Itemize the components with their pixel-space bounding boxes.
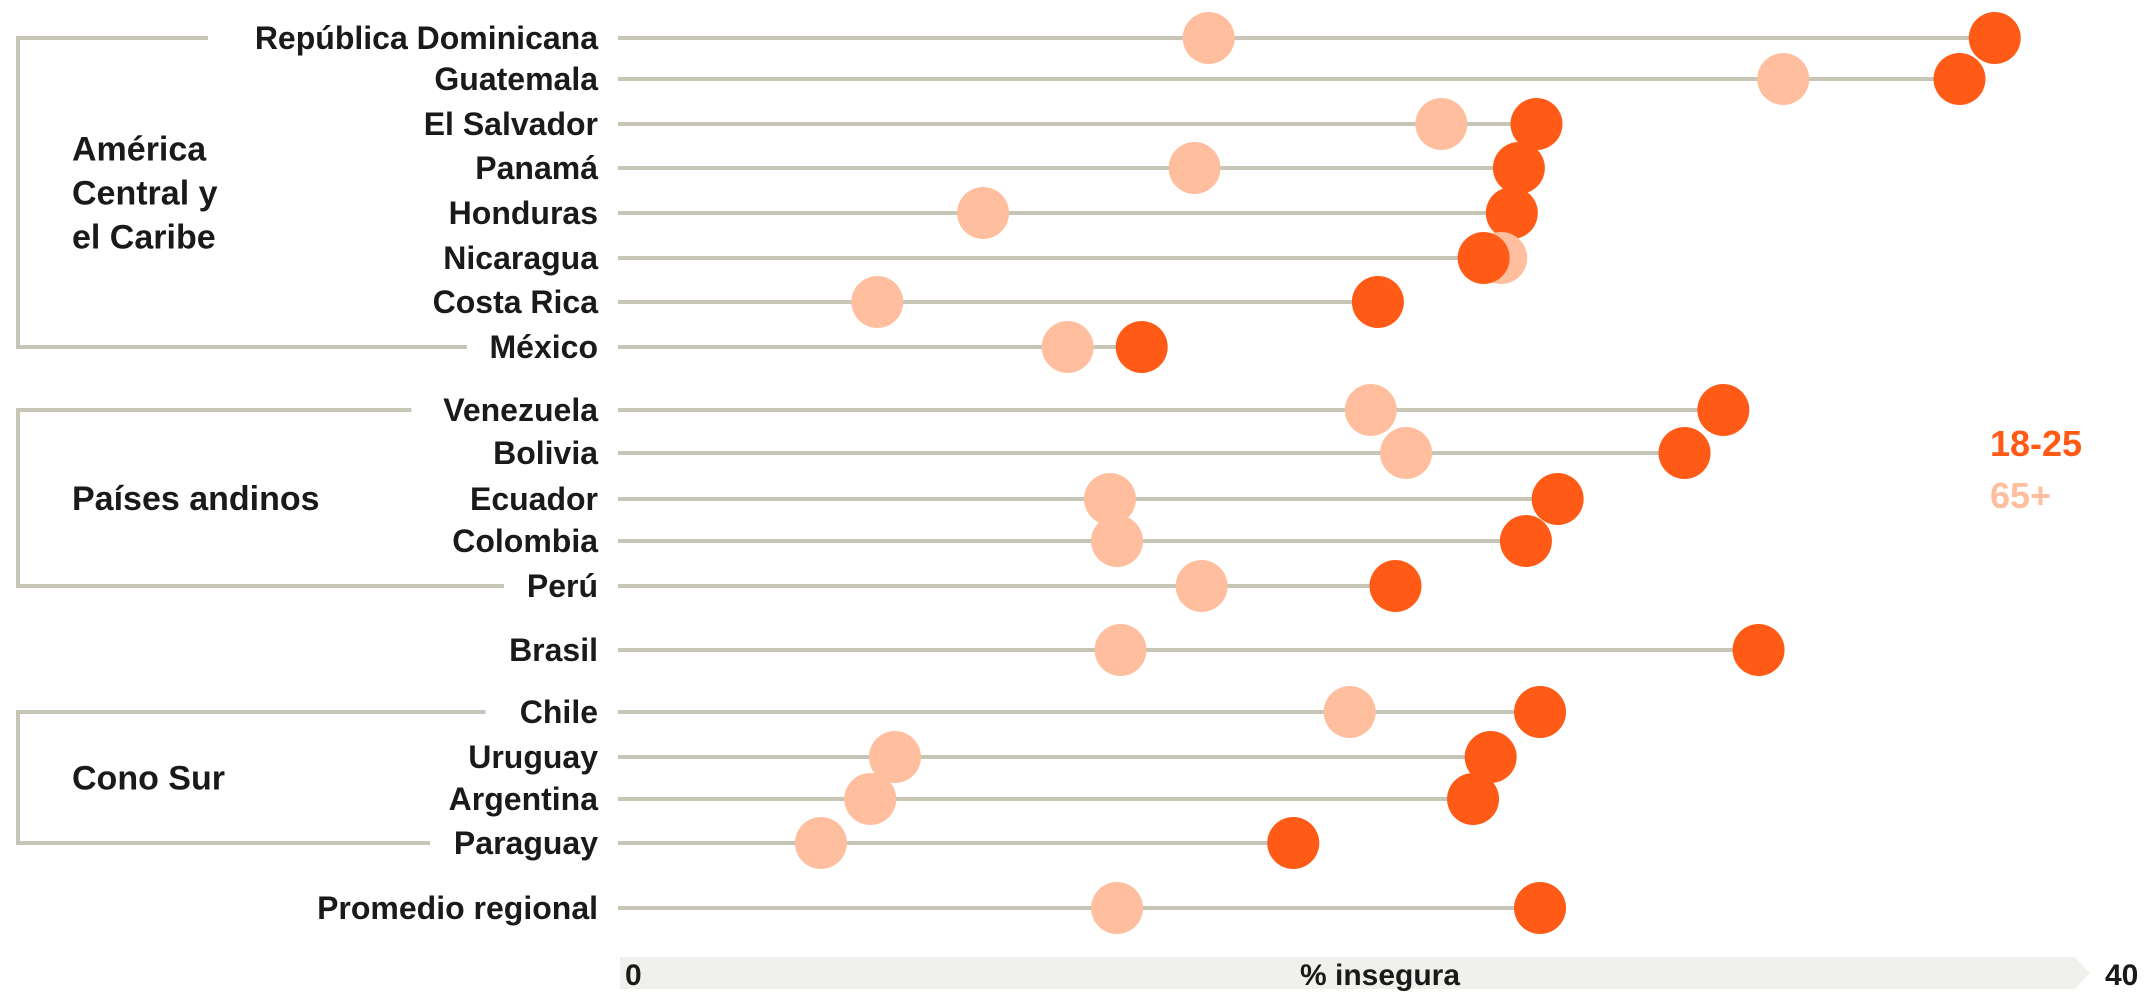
country-label-paraguay: Paraguay — [454, 825, 598, 861]
x-tick-min: 0 — [625, 959, 642, 992]
dot-65-plus-guatemala — [1757, 53, 1810, 105]
row-brasil: Brasil — [509, 624, 1785, 676]
country-label-nicaragua: Nicaragua — [443, 240, 598, 276]
row-republica-dominicana: República Dominicana — [255, 12, 2021, 64]
group-label-paises-andinos-line-1: Países andinos — [72, 480, 320, 518]
dot-18-25-bolivia — [1658, 427, 1711, 479]
group-label-cono-sur-line-1: Cono Sur — [72, 760, 225, 798]
group-bracket-cono-sur — [16, 710, 486, 845]
row-nicaragua: Nicaragua — [443, 232, 1528, 284]
row-peru: Perú — [527, 560, 1422, 612]
row-costa-rica: Costa Rica — [433, 276, 1404, 328]
country-label-ecuador: Ecuador — [470, 481, 598, 517]
row-promedio-regional: Promedio regional — [317, 882, 1567, 934]
dot-65-plus-honduras — [957, 187, 1010, 239]
dot-65-plus-mexico — [1041, 321, 1094, 373]
group-cono-sur: Cono Sur — [16, 710, 486, 845]
dot-18-25-honduras — [1485, 187, 1538, 239]
country-label-argentina: Argentina — [449, 781, 599, 817]
dot-18-25-peru — [1369, 560, 1422, 612]
dot-18-25-costa-rica — [1351, 276, 1404, 328]
group-bracket-paises-andinos — [16, 408, 504, 588]
country-label-mexico: México — [490, 329, 598, 365]
country-label-el-salvador: El Salvador — [424, 106, 598, 142]
row-guatemala: Guatemala — [434, 53, 1986, 105]
country-label-panama: Panamá — [475, 150, 598, 186]
x-axis-label: % insegura — [1300, 959, 1460, 992]
dot-18-25-guatemala — [1933, 53, 1986, 105]
row-paraguay: Paraguay — [454, 817, 1320, 869]
dot-18-25-brasil — [1732, 624, 1785, 676]
dot-65-plus-venezuela — [1344, 384, 1397, 436]
dot-18-25-uruguay — [1464, 731, 1517, 783]
dot-18-25-republica-dominicana — [1968, 12, 2021, 64]
country-label-colombia: Colombia — [452, 523, 598, 559]
row-honduras: Honduras — [449, 187, 1538, 239]
dot-65-plus-promedio-regional — [1091, 882, 1144, 934]
dot-18-25-ecuador — [1531, 473, 1584, 525]
dot-18-25-colombia — [1499, 515, 1552, 567]
dot-18-25-promedio-regional — [1514, 882, 1567, 934]
country-label-bolivia: Bolivia — [493, 435, 598, 471]
row-bolivia: Bolivia — [493, 427, 1711, 479]
legend-65-plus: 65+ — [1990, 475, 2051, 516]
dot-18-25-chile — [1514, 686, 1567, 738]
dot-18-25-panama — [1492, 142, 1545, 194]
dot-65-plus-ecuador — [1083, 473, 1136, 525]
x-axis-band — [620, 957, 2090, 989]
row-uruguay: Uruguay — [468, 731, 1517, 783]
dot-65-plus-panama — [1168, 142, 1221, 194]
country-label-promedio-regional: Promedio regional — [317, 890, 598, 926]
group-bracket-america-central-y-el-caribe — [16, 36, 467, 349]
row-ecuador: Ecuador — [470, 473, 1584, 525]
dot-18-25-venezuela — [1697, 384, 1750, 436]
country-label-guatemala: Guatemala — [434, 61, 598, 97]
dot-65-plus-paraguay — [794, 817, 847, 869]
country-label-costa-rica: Costa Rica — [433, 284, 599, 320]
dot-18-25-el-salvador — [1510, 98, 1563, 150]
group-label-america-central-y-el-caribe-line-3: el Caribe — [72, 219, 216, 257]
chart-rows: República Dominicana Guatemala El Salvador… — [255, 12, 2021, 934]
country-label-uruguay: Uruguay — [468, 739, 598, 775]
country-label-chile: Chile — [520, 694, 598, 730]
row-chile: Chile — [520, 686, 1567, 738]
dot-18-25-mexico — [1115, 321, 1168, 373]
dot-65-plus-peru — [1175, 560, 1228, 612]
row-el-salvador: El Salvador — [424, 98, 1563, 150]
dot-65-plus-brasil — [1094, 624, 1147, 676]
group-brackets: América Central y el Caribe Países andinos C… — [16, 36, 504, 845]
legend: 18-25 65+ — [1990, 423, 2082, 516]
row-venezuela: Venezuela — [443, 384, 1750, 436]
group-label-america-central-y-el-caribe-line-1: América — [72, 131, 207, 169]
dot-18-25-argentina — [1447, 773, 1500, 825]
dot-65-plus-bolivia — [1380, 427, 1433, 479]
dot-65-plus-costa-rica — [851, 276, 904, 328]
dot-65-plus-chile — [1323, 686, 1376, 738]
dot-18-25-nicaragua — [1457, 232, 1510, 284]
x-tick-max: 40 — [2105, 959, 2138, 992]
country-label-republica-dominicana: República Dominicana — [255, 20, 598, 56]
country-label-venezuela: Venezuela — [443, 392, 598, 428]
dot-65-plus-el-salvador — [1415, 98, 1468, 150]
group-paises-andinos: Países andinos — [16, 408, 504, 588]
dot-18-25-paraguay — [1267, 817, 1320, 869]
row-mexico: México — [490, 321, 1168, 373]
x-axis: 0 40 % insegura — [620, 957, 2138, 992]
row-colombia: Colombia — [452, 515, 1552, 567]
legend-18-25: 18-25 — [1990, 423, 2082, 464]
dot-65-plus-colombia — [1091, 515, 1144, 567]
country-label-brasil: Brasil — [509, 632, 598, 668]
row-argentina: Argentina — [449, 773, 1500, 825]
row-panama: Panamá — [475, 142, 1545, 194]
group-america-central-y-el-caribe: América Central y el Caribe — [16, 36, 467, 349]
dot-65-plus-uruguay — [868, 731, 921, 783]
dot-65-plus-republica-dominicana — [1182, 12, 1235, 64]
group-label-america-central-y-el-caribe-line-2: Central y — [72, 175, 218, 213]
country-label-honduras: Honduras — [449, 195, 598, 231]
country-label-peru: Perú — [527, 568, 598, 604]
dot-65-plus-argentina — [844, 773, 897, 825]
